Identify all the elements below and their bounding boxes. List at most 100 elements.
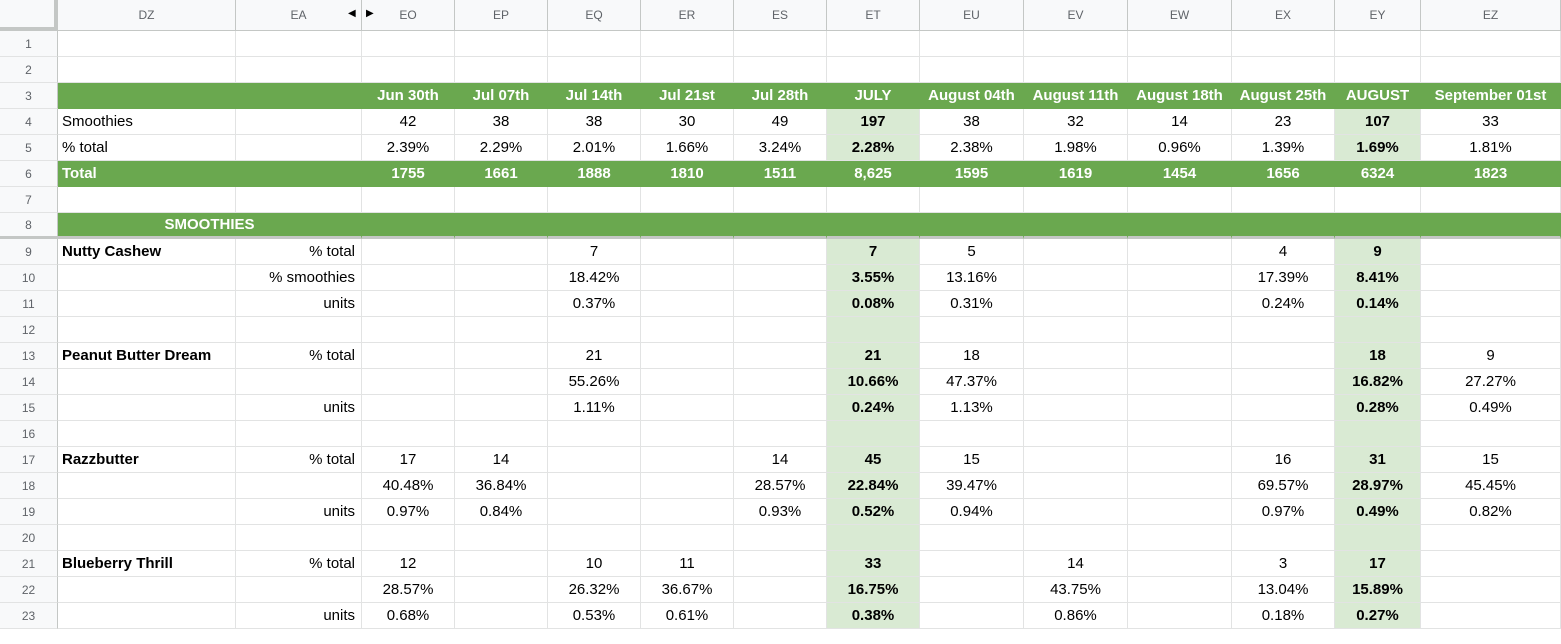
cell-ew20[interactable]: [1128, 525, 1232, 551]
cell-ez5[interactable]: 1.81%: [1421, 135, 1561, 161]
row-header-7[interactable]: 7: [0, 187, 58, 213]
cell-et15[interactable]: 0.24%: [827, 395, 920, 421]
row-header-21[interactable]: 21: [0, 551, 58, 577]
cell-ez2[interactable]: [1421, 57, 1561, 83]
row-header-5[interactable]: 5: [0, 135, 58, 161]
cell-ev13[interactable]: [1024, 343, 1128, 369]
period-header-ep[interactable]: Jul 07th: [455, 83, 548, 109]
cell-eo4[interactable]: 42: [362, 109, 455, 135]
cell-ex1[interactable]: [1232, 31, 1335, 57]
cell-eq17[interactable]: [548, 447, 641, 473]
row-header-3[interactable]: 3: [0, 83, 58, 109]
cell-eo20[interactable]: [362, 525, 455, 551]
cell-ew18[interactable]: [1128, 473, 1232, 499]
cell-et2[interactable]: [827, 57, 920, 83]
cell-eq11[interactable]: 0.37%: [548, 291, 641, 317]
cell-es6[interactable]: 1511: [734, 161, 827, 187]
cell-ex13[interactable]: [1232, 343, 1335, 369]
cell-et6[interactable]: 8,625: [827, 161, 920, 187]
cell-dz20[interactable]: [58, 525, 236, 551]
row-header-9[interactable]: 9: [0, 239, 58, 265]
metric-label[interactable]: % total: [236, 551, 362, 577]
cell-ez8[interactable]: [1421, 213, 1561, 239]
cell-ex22[interactable]: 13.04%: [1232, 577, 1335, 603]
cell-eo15[interactable]: [362, 395, 455, 421]
cell-ey14[interactable]: 16.82%: [1335, 369, 1421, 395]
cell-eu16[interactable]: [920, 421, 1024, 447]
cell-eu12[interactable]: [920, 317, 1024, 343]
cell-es22[interactable]: [734, 577, 827, 603]
cell-ev23[interactable]: 0.86%: [1024, 603, 1128, 629]
cell-et7[interactable]: [827, 187, 920, 213]
cell-eo8[interactable]: [362, 213, 455, 239]
cell-eq23[interactable]: 0.53%: [548, 603, 641, 629]
cell-es2[interactable]: [734, 57, 827, 83]
cell-er15[interactable]: [641, 395, 734, 421]
cell-er9[interactable]: [641, 239, 734, 265]
cell-et21[interactable]: 33: [827, 551, 920, 577]
cell-ew1[interactable]: [1128, 31, 1232, 57]
cell-ep9[interactable]: [455, 239, 548, 265]
cell-ew5[interactable]: 0.96%: [1128, 135, 1232, 161]
cell-ep10[interactable]: [455, 265, 548, 291]
cell-ev9[interactable]: [1024, 239, 1128, 265]
cell-ep1[interactable]: [455, 31, 548, 57]
cell-ez1[interactable]: [1421, 31, 1561, 57]
cell-ep11[interactable]: [455, 291, 548, 317]
row-header-18[interactable]: 18: [0, 473, 58, 499]
row-header-10[interactable]: 10: [0, 265, 58, 291]
cell-eo23[interactable]: 0.68%: [362, 603, 455, 629]
cell-et14[interactable]: 10.66%: [827, 369, 920, 395]
cell-er23[interactable]: 0.61%: [641, 603, 734, 629]
cell-ez12[interactable]: [1421, 317, 1561, 343]
metric-label[interactable]: [236, 473, 362, 499]
expand-hidden-columns-left-icon[interactable]: ◀: [348, 8, 356, 19]
metric-label[interactable]: units: [236, 395, 362, 421]
cell-er16[interactable]: [641, 421, 734, 447]
cell-er7[interactable]: [641, 187, 734, 213]
cell-ey5[interactable]: 1.69%: [1335, 135, 1421, 161]
period-header-et[interactable]: JULY: [827, 83, 920, 109]
cell-eo6[interactable]: 1755: [362, 161, 455, 187]
cell-ez7[interactable]: [1421, 187, 1561, 213]
cell-ey20[interactable]: [1335, 525, 1421, 551]
cell-ea3[interactable]: [236, 83, 362, 109]
cell-ez15[interactable]: 0.49%: [1421, 395, 1561, 421]
cell-ew6[interactable]: 1454: [1128, 161, 1232, 187]
cell-ew13[interactable]: [1128, 343, 1232, 369]
column-header-er[interactable]: ER: [641, 0, 734, 31]
cell-ex16[interactable]: [1232, 421, 1335, 447]
cell-ep18[interactable]: 36.84%: [455, 473, 548, 499]
cell-er5[interactable]: 1.66%: [641, 135, 734, 161]
cell-es12[interactable]: [734, 317, 827, 343]
cell-ez6[interactable]: 1823: [1421, 161, 1561, 187]
row-header-1[interactable]: 1: [0, 31, 58, 57]
cell-eu9[interactable]: 5: [920, 239, 1024, 265]
cell-ew11[interactable]: [1128, 291, 1232, 317]
cell-ey23[interactable]: 0.27%: [1335, 603, 1421, 629]
cell-dz3[interactable]: [58, 83, 236, 109]
cell-ez17[interactable]: 15: [1421, 447, 1561, 473]
cell-eu14[interactable]: 47.37%: [920, 369, 1024, 395]
metric-label[interactable]: units: [236, 603, 362, 629]
cell-ep8[interactable]: [455, 213, 548, 239]
cell-ev20[interactable]: [1024, 525, 1128, 551]
cell-ev1[interactable]: [1024, 31, 1128, 57]
period-header-er[interactable]: Jul 21st: [641, 83, 734, 109]
cell-ey11[interactable]: 0.14%: [1335, 291, 1421, 317]
cell-et9[interactable]: 7: [827, 239, 920, 265]
cell-et8[interactable]: [827, 213, 920, 239]
cell-er10[interactable]: [641, 265, 734, 291]
cell-ew16[interactable]: [1128, 421, 1232, 447]
cell-dz11[interactable]: [58, 291, 236, 317]
cell-ep13[interactable]: [455, 343, 548, 369]
cell-eo18[interactable]: 40.48%: [362, 473, 455, 499]
period-header-es[interactable]: Jul 28th: [734, 83, 827, 109]
cell-ex15[interactable]: [1232, 395, 1335, 421]
cell-dz4[interactable]: Smoothies: [58, 109, 236, 135]
cell-eq16[interactable]: [548, 421, 641, 447]
cell-eq18[interactable]: [548, 473, 641, 499]
period-header-ey[interactable]: AUGUST: [1335, 83, 1421, 109]
cell-ea7[interactable]: [236, 187, 362, 213]
cell-ep14[interactable]: [455, 369, 548, 395]
